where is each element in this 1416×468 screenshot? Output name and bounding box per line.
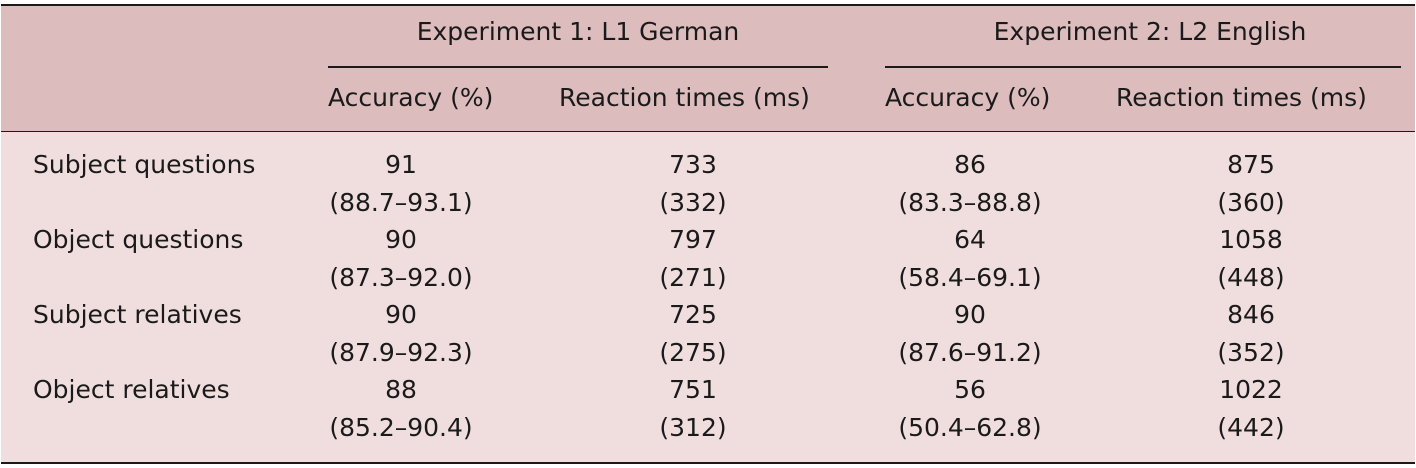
table-cell: 725 <box>669 300 717 329</box>
table-cell: (87.6–91.2) <box>898 338 1042 367</box>
row-label-subject-relatives: Subject relatives <box>33 300 242 329</box>
row-label-subject-questions: Subject questions <box>33 150 256 179</box>
table-cell: (352) <box>1217 338 1285 367</box>
table-cell: 751 <box>669 375 717 404</box>
table-cell: (87.3–92.0) <box>329 263 473 292</box>
table-cell: 797 <box>669 225 717 254</box>
group-header-experiment-1: Experiment 1: L1 German <box>416 17 740 46</box>
row-label-object-questions: Object questions <box>33 225 244 254</box>
table-cell: 90 <box>954 300 986 329</box>
table-header-band <box>1 6 1415 131</box>
bottom-rule <box>1 462 1415 464</box>
table-cell: 88 <box>385 375 417 404</box>
table-cell: (442) <box>1217 413 1285 442</box>
table-cell: (50.4–62.8) <box>898 413 1042 442</box>
table-cell: 90 <box>385 225 417 254</box>
table-cell: (271) <box>659 263 727 292</box>
table-cell: (275) <box>659 338 727 367</box>
table-cell: (58.4–69.1) <box>898 263 1042 292</box>
table-cell: 56 <box>954 375 986 404</box>
row-label-object-relatives: Object relatives <box>33 375 230 404</box>
table-cell: 1058 <box>1219 225 1283 254</box>
table-cell: (87.9–92.3) <box>329 338 473 367</box>
top-rule <box>1 4 1415 6</box>
table-cell: 1022 <box>1219 375 1283 404</box>
table-cell: 733 <box>669 150 717 179</box>
table-cell: (312) <box>659 413 727 442</box>
group-rule-experiment-1 <box>328 66 828 68</box>
table-cell: (88.7–93.1) <box>329 188 473 217</box>
column-header-accuracy-2: Accuracy (%) <box>885 83 1051 112</box>
table-cell: 90 <box>385 300 417 329</box>
table-cell: 91 <box>385 150 417 179</box>
table-cell: (448) <box>1217 263 1285 292</box>
table-cell: (85.2–90.4) <box>329 413 473 442</box>
table-cell: 875 <box>1227 150 1275 179</box>
table-cell: 86 <box>954 150 986 179</box>
header-rule <box>1 131 1415 132</box>
table-cell: 846 <box>1227 300 1275 329</box>
table-cell: (83.3–88.8) <box>898 188 1042 217</box>
column-header-rt-2: Reaction times (ms) <box>1116 83 1367 112</box>
column-header-accuracy-1: Accuracy (%) <box>328 83 494 112</box>
table-body-band <box>1 132 1415 462</box>
table-cell: (360) <box>1217 188 1285 217</box>
table-cell: 64 <box>954 225 986 254</box>
table-cell: (332) <box>659 188 727 217</box>
group-header-experiment-2: Experiment 2: L2 English <box>993 17 1307 46</box>
group-rule-experiment-2 <box>885 66 1401 68</box>
column-header-rt-1: Reaction times (ms) <box>559 83 810 112</box>
